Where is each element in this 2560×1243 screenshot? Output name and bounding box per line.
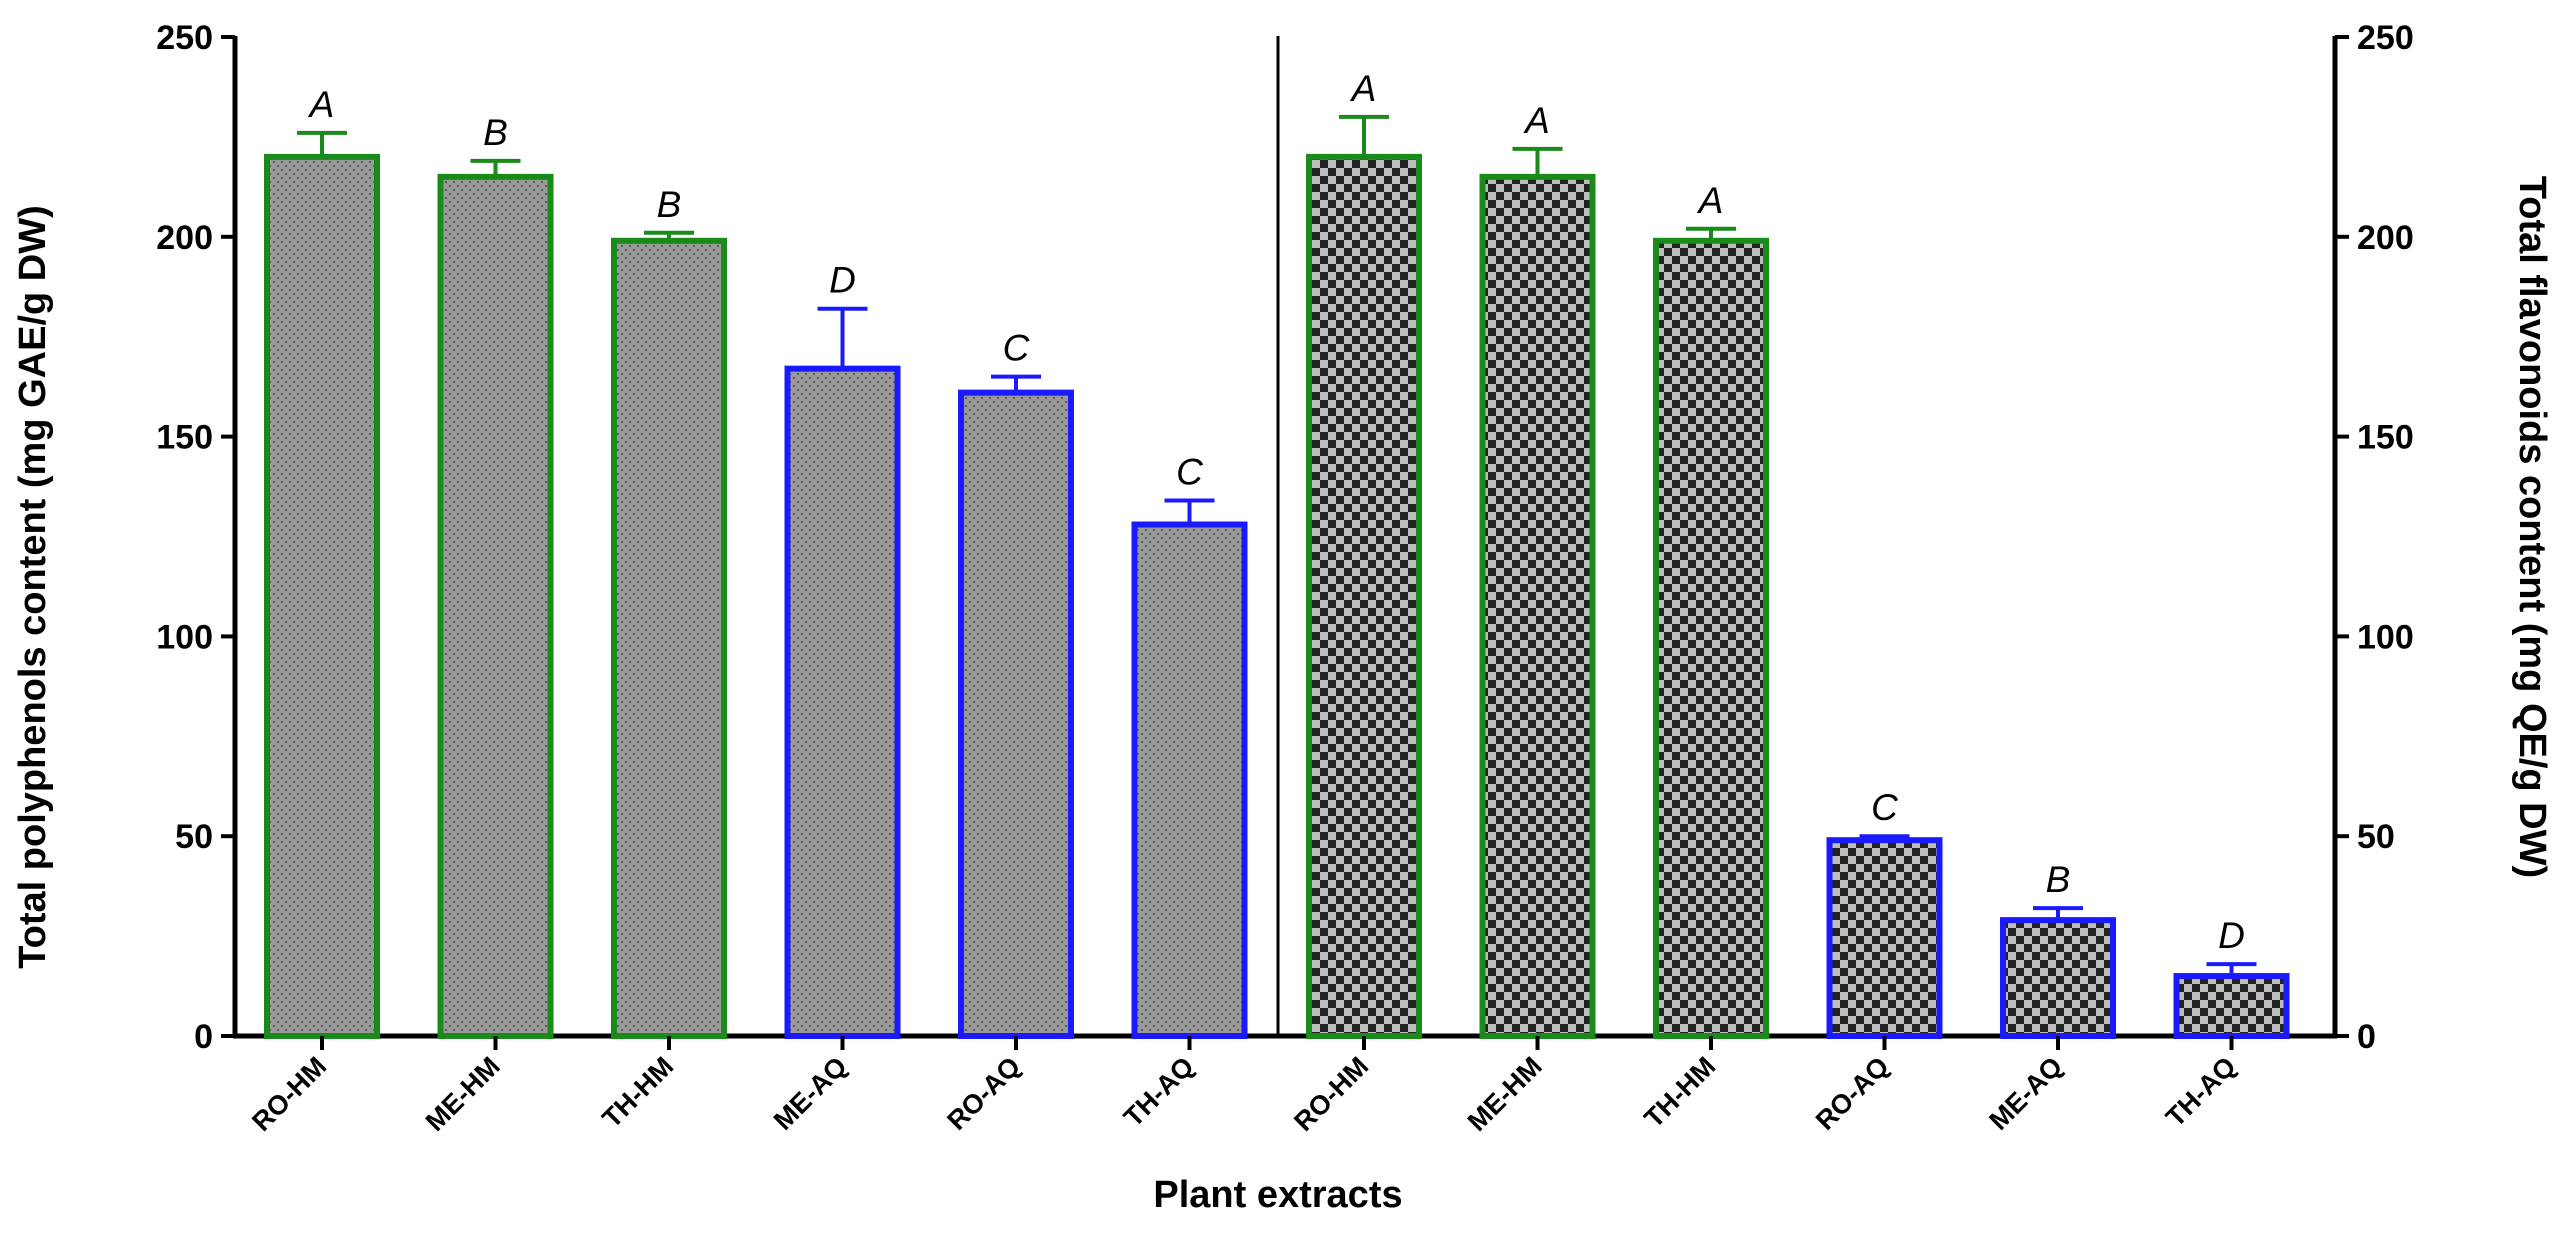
polyphenols-category-label: RO-AQ: [941, 1051, 1026, 1136]
polyphenols-significance-label: D: [829, 260, 856, 301]
polyphenols-category-label: TH-HM: [597, 1051, 680, 1134]
flavonoids-significance-label: A: [1523, 100, 1550, 141]
left-y-tick-label: 200: [156, 219, 213, 257]
chart-marks: 0 50 100 150 200 250 0 50 100 150 200 250 A RO-HM B ME-…: [156, 19, 2413, 1137]
polyphenols-bar: [958, 389, 1074, 1040]
flavonoids-significance-label: A: [1350, 68, 1377, 109]
flavonoids-category-label: RO-AQ: [1810, 1051, 1895, 1136]
left-y-tick-label: 250: [156, 19, 213, 57]
polyphenols-category-label: RO-HM: [246, 1051, 332, 1137]
flavonoids-bar: [2000, 917, 2116, 1040]
flavonoids-significance-label: C: [1871, 787, 1898, 828]
polyphenols-significance-label: C: [1003, 328, 1030, 369]
polyphenols-category-label: ME-AQ: [768, 1051, 853, 1136]
left-y-axis-title: Total polyphenols content (mg GAE/g DW): [12, 205, 54, 968]
right-y-tick-label: 250: [2357, 19, 2414, 57]
flavonoids-significance-label: D: [2218, 915, 2245, 956]
polyphenols-category-label: TH-AQ: [1118, 1051, 1200, 1133]
flavonoids-significance-label: A: [1697, 180, 1724, 221]
flavonoids-bar: [1306, 153, 1422, 1039]
left-y-tick-label: 50: [175, 818, 213, 856]
polyphenols-significance-label: B: [657, 184, 682, 225]
flavonoids-bar: [2173, 973, 2290, 1039]
flavonoids-category-label: ME-AQ: [1983, 1051, 2068, 1136]
flavonoids-bar: [1826, 837, 1943, 1039]
flavonoids-category-label: TH-AQ: [2160, 1051, 2242, 1133]
flavonoids-category-label: TH-HM: [1639, 1051, 1722, 1134]
right-y-tick-label: 150: [2357, 419, 2414, 457]
polyphenols-category-label: ME-HM: [420, 1051, 506, 1137]
flavonoids-significance-label: B: [2046, 859, 2071, 900]
x-axis-title: Plant extracts: [1153, 1174, 1402, 1216]
right-y-tick-label: 50: [2357, 818, 2395, 856]
polyphenols-significance-label: A: [308, 84, 335, 125]
flavonoids-bar: [1653, 237, 1769, 1039]
polyphenols-bar: [1131, 521, 1248, 1040]
flavonoids-bar: [1479, 173, 1596, 1040]
left-y-tick-label: 0: [194, 1018, 213, 1056]
right-y-axis-title: Total flavonoids content (mg QE/g DW): [2511, 176, 2553, 878]
flavonoids-category-label: RO-HM: [1288, 1051, 1374, 1137]
left-y-tick-label: 150: [156, 419, 213, 457]
flavonoids-category-label: ME-HM: [1462, 1051, 1548, 1137]
polyphenols-bar: [611, 237, 727, 1039]
polyphenols-bar: [437, 173, 554, 1040]
right-y-tick-label: 0: [2357, 1018, 2376, 1056]
right-y-tick-label: 200: [2357, 219, 2414, 257]
left-y-tick-label: 100: [156, 618, 213, 656]
polyphenols-bar: [784, 365, 901, 1039]
polyphenols-bar: [264, 153, 380, 1039]
right-y-tick-label: 100: [2357, 618, 2414, 656]
polyphenols-significance-label: C: [1176, 452, 1203, 493]
polyphenols-significance-label: B: [483, 112, 508, 153]
